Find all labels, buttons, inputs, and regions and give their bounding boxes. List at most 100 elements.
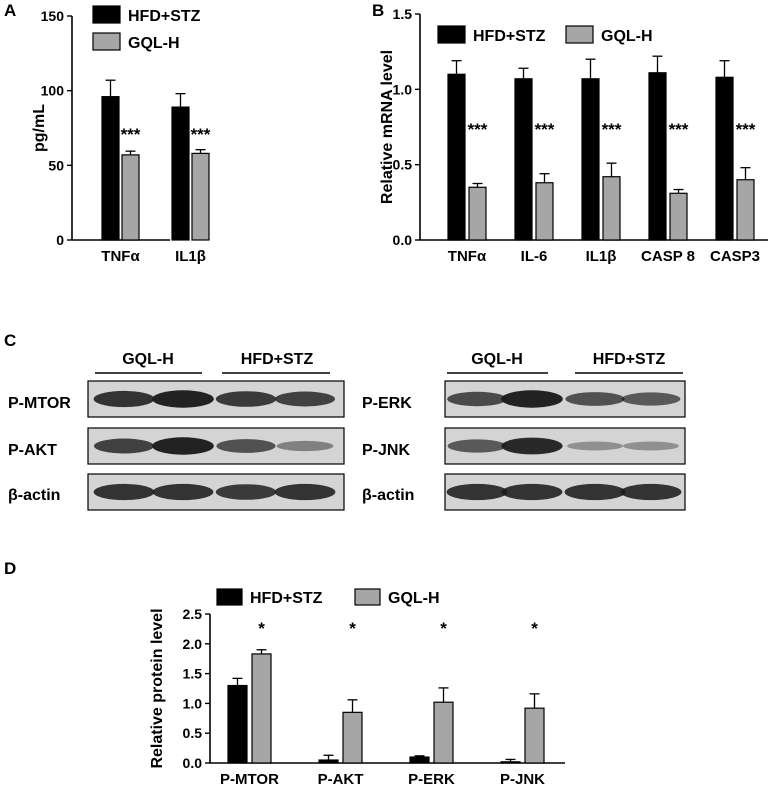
chart-b-significance: *** — [736, 120, 756, 139]
panel-label-b: B — [372, 1, 384, 20]
chart-b-legend-swatch — [437, 25, 466, 44]
blot-band — [501, 390, 563, 408]
blot-band — [565, 392, 625, 406]
chart-d-legend-swatch — [354, 588, 381, 606]
chart-a-bar-hfd — [171, 106, 190, 241]
blot-band — [623, 441, 679, 451]
chart-b-bar-gql — [535, 182, 554, 241]
panel-label-a: A — [4, 1, 16, 20]
chart-a-bar-gql — [191, 152, 210, 241]
blot-left-group-hfd: HFD+STZ — [241, 351, 314, 368]
chart-b: 0.0 0.5 1.0 1.5 Relative mRNA level *** TNFα **… — [379, 6, 768, 265]
chart-b-bar-gql — [669, 192, 688, 241]
panel-label-d: D — [4, 559, 16, 578]
blot-band — [274, 483, 336, 501]
chart-b-y-tick-label: 0.5 — [393, 157, 413, 173]
blot-left-rows — [87, 380, 345, 511]
chart-b-bar-hfd — [715, 76, 734, 241]
blot-label-b-actin-left: β-actin — [8, 487, 60, 504]
blot-right-group-gql: GQL-H — [471, 351, 523, 368]
blot-band — [447, 391, 507, 407]
chart-b-bar-gql — [736, 179, 755, 241]
chart-a-y-tick-label: 150 — [41, 8, 65, 24]
chart-d-y-tick-label: 0.5 — [183, 725, 203, 741]
chart-a-x-tick-label: IL1β — [175, 248, 206, 265]
panel-label-c: C — [4, 331, 16, 350]
chart-d-bar-gql — [524, 707, 545, 764]
chart-b-bar-gql — [602, 176, 621, 241]
blot-band — [93, 390, 155, 408]
chart-b-y-label: Relative mRNA level — [379, 50, 396, 204]
chart-b-y-tick-label: 1.5 — [393, 6, 413, 22]
chart-d-legend-swatch — [216, 588, 243, 606]
chart-d-legend-label: HFD+STZ — [250, 590, 323, 607]
chart-b-legend-label: GQL-H — [601, 28, 653, 45]
chart-d-bar-hfd — [318, 759, 339, 764]
blot-band — [94, 438, 154, 454]
chart-a-legend-swatch — [92, 5, 121, 24]
chart-d: 0.0 0.5 1.0 1.5 2.0 2.5 Relative protein level… — [149, 588, 565, 788]
blot-band — [152, 483, 214, 501]
chart-d-bar-gql — [342, 711, 363, 764]
chart-a: 0 50 100 150 pg/mL *** TNFα *** IL1β HFD+STZ GQL-H — [31, 5, 211, 265]
blot-band — [216, 439, 276, 453]
chart-d-significance: * — [349, 619, 356, 638]
chart-d-y-label: Relative protein level — [149, 608, 166, 768]
western-blot-left: GQL-H HFD+STZ P-MTOR P-AKT β-actin — [8, 351, 345, 511]
chart-d-bar-gql — [433, 701, 454, 764]
chart-a-y-tick-label: 50 — [48, 157, 64, 173]
chart-a-y-tick-label: 100 — [41, 83, 65, 99]
chart-d-x-tick-label: P-AKT — [318, 771, 364, 788]
chart-d-y-tick-label: 2.5 — [183, 606, 203, 622]
chart-b-significance: *** — [602, 120, 622, 139]
chart-d-bar-gql — [251, 653, 272, 764]
chart-d-significance: * — [258, 619, 265, 638]
chart-b-bar-hfd — [514, 78, 533, 241]
blot-left-group-gql: GQL-H — [122, 351, 174, 368]
chart-b-legend-swatch — [565, 25, 594, 44]
chart-b-significance: *** — [535, 120, 555, 139]
chart-a-legend-label: HFD+STZ — [128, 8, 201, 25]
chart-d-bar-hfd — [409, 756, 430, 764]
blot-band — [621, 392, 681, 406]
blot-right-group-hfd: HFD+STZ — [593, 351, 666, 368]
blot-band — [564, 483, 626, 501]
blot-band — [620, 483, 682, 501]
blot-band — [215, 391, 277, 407]
chart-d-significance: * — [531, 619, 538, 638]
blot-band — [275, 391, 335, 407]
chart-b-x-tick-label: IL1β — [586, 248, 617, 265]
chart-b-y-tick-label: 0.0 — [393, 232, 413, 248]
blot-band — [447, 439, 507, 453]
chart-d-y-tick-label: 0.0 — [183, 755, 203, 771]
chart-b-x-tick-label: TNFα — [448, 248, 487, 265]
blot-band — [567, 441, 623, 451]
blot-band — [93, 483, 155, 501]
chart-b-significance: *** — [468, 120, 488, 139]
chart-a-y-label: pg/mL — [31, 104, 48, 152]
chart-d-bar-hfd — [500, 761, 521, 764]
blot-band — [152, 437, 214, 455]
chart-d-significance: * — [440, 619, 447, 638]
chart-a-legend-label: GQL-H — [128, 35, 180, 52]
chart-d-y-tick-label: 1.5 — [183, 666, 203, 682]
chart-a-significance: *** — [191, 125, 211, 144]
chart-b-y-tick-label: 1.0 — [393, 81, 413, 97]
chart-b-significance: *** — [669, 120, 689, 139]
chart-d-bar-hfd — [227, 684, 248, 764]
blot-band — [446, 483, 508, 501]
blot-band — [215, 484, 277, 500]
chart-b-x-tick-label: CASP3 — [710, 248, 760, 265]
chart-d-legend-label: GQL-H — [388, 590, 440, 607]
blot-band — [152, 390, 214, 408]
chart-b-bar-hfd — [581, 78, 600, 241]
chart-b-x-tick-label: CASP 8 — [641, 248, 695, 265]
chart-a-x-tick-label: TNFα — [101, 248, 140, 265]
chart-a-y-tick-label: 0 — [56, 232, 64, 248]
blot-label-b-actin-right: β-actin — [362, 487, 414, 504]
blot-label-p-erk: P-ERK — [362, 395, 412, 412]
blot-label-p-jnk: P-JNK — [362, 442, 410, 459]
chart-d-y-tick-label: 2.0 — [183, 636, 203, 652]
chart-b-x-tick-label: IL-6 — [521, 248, 548, 265]
